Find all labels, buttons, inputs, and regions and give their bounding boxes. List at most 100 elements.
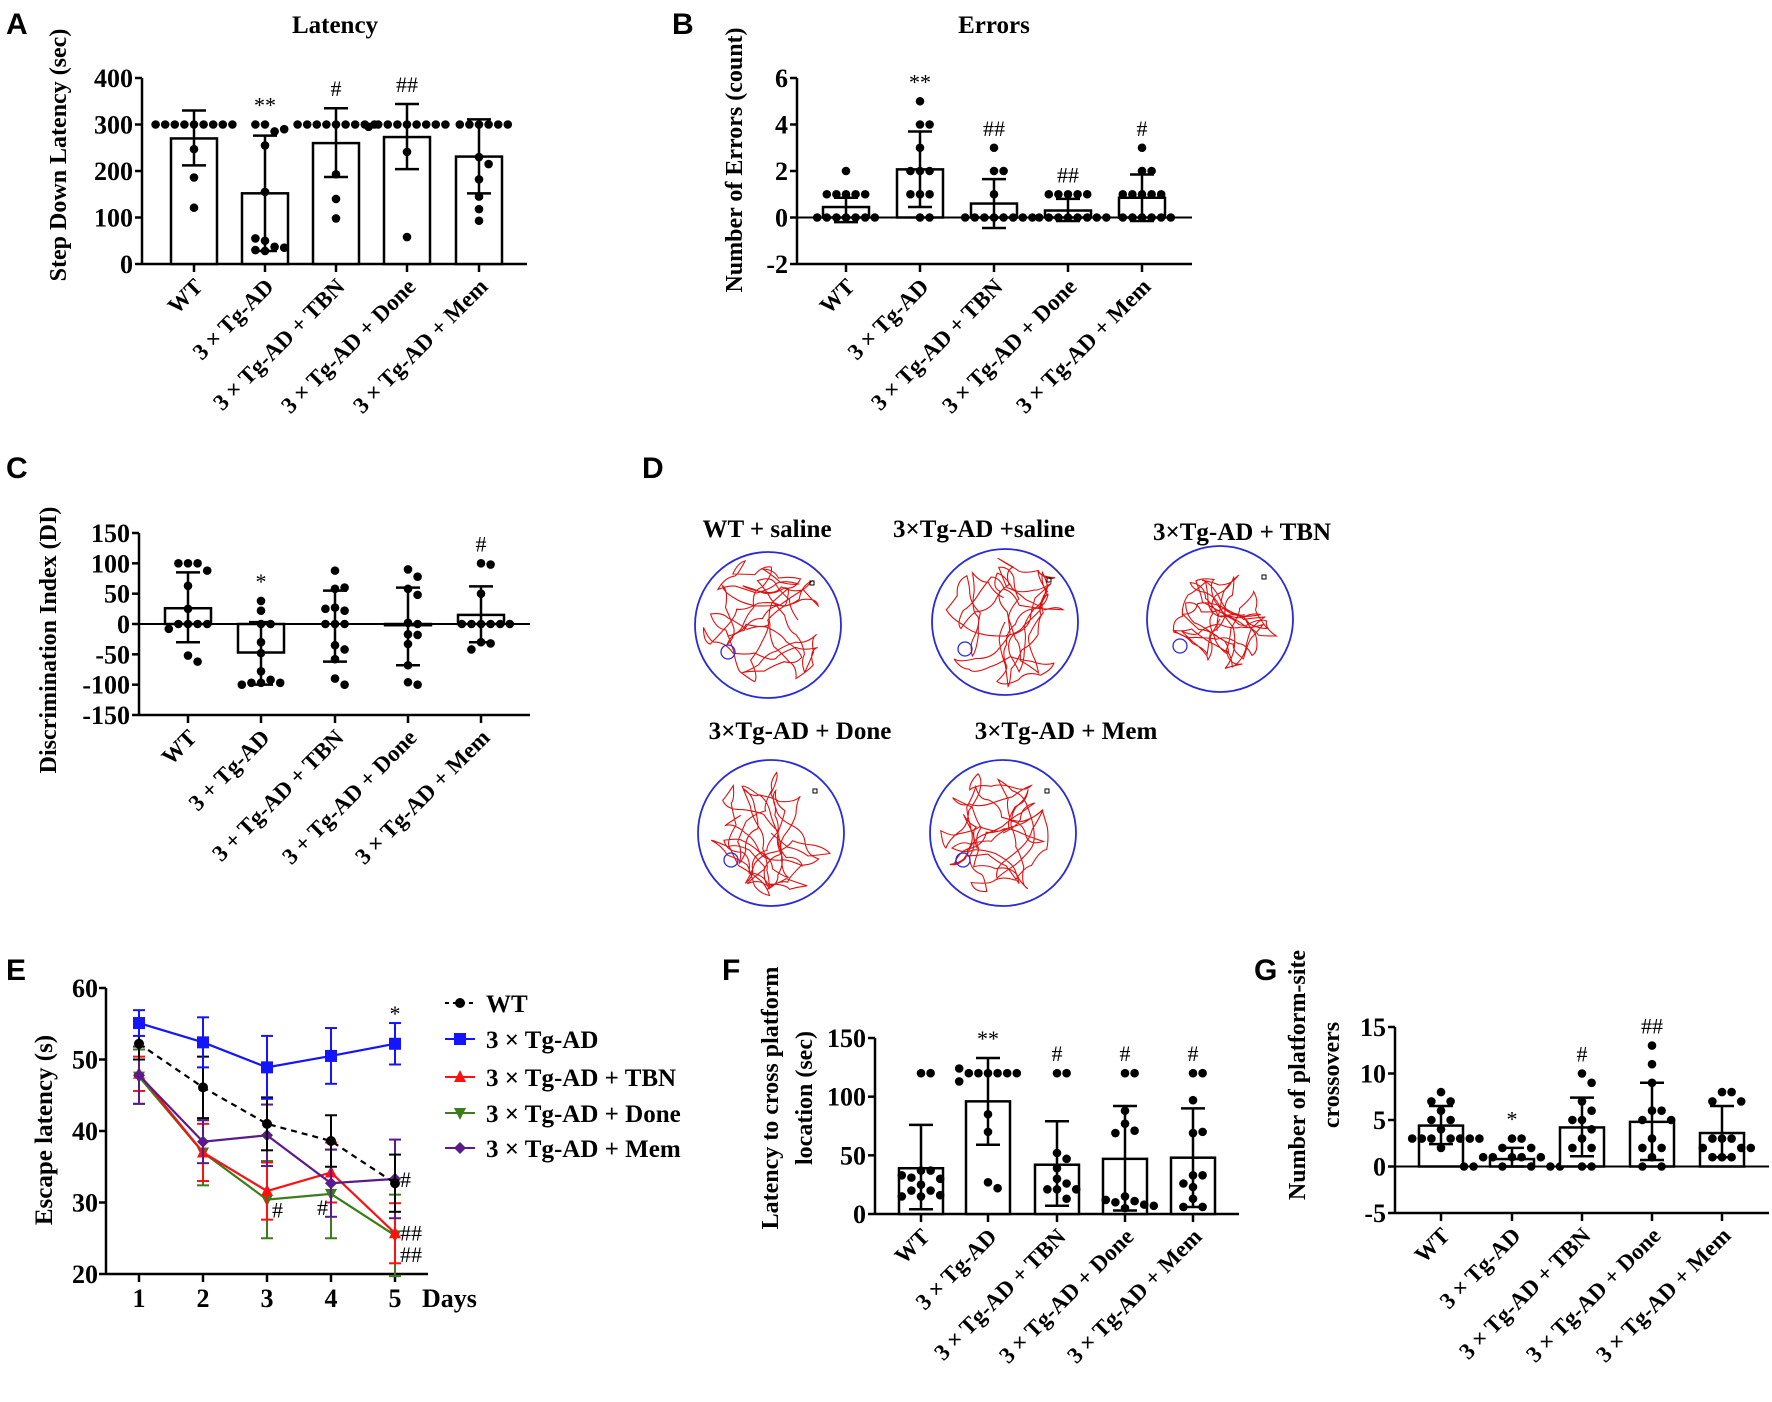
- data-point: [1147, 213, 1156, 222]
- data-point: [832, 189, 841, 199]
- panel-letter-d: D: [642, 452, 664, 485]
- data-point: [413, 572, 422, 581]
- data-point: [1034, 213, 1044, 222]
- data-point: [402, 232, 412, 242]
- significance-mark: ##: [400, 1221, 422, 1246]
- data-point: [1092, 213, 1102, 222]
- y-tick-label: 100: [827, 1083, 866, 1112]
- x-tick-label: WT: [890, 1224, 935, 1269]
- data-point: [935, 1190, 945, 1200]
- data-point: [999, 166, 1008, 176]
- data-point: [925, 120, 934, 129]
- data-point: [1526, 1162, 1536, 1171]
- data-point: [1101, 1195, 1111, 1205]
- swim-path: [710, 771, 831, 897]
- data-point: [183, 559, 193, 568]
- data-point: [1475, 1134, 1484, 1143]
- data-point: [218, 120, 228, 129]
- data-point: [822, 213, 832, 222]
- series-tgad: [133, 1009, 401, 1100]
- data-point: [251, 120, 260, 129]
- start-marker: [812, 788, 818, 794]
- data-point: [341, 120, 350, 129]
- data-point: [993, 1183, 1002, 1193]
- data-point: [1446, 1115, 1455, 1125]
- data-point: [279, 124, 289, 134]
- data-point: [331, 214, 341, 223]
- series-line: [138, 1042, 396, 1185]
- data-point: [330, 566, 340, 575]
- panel-letter-c: C: [6, 452, 28, 485]
- panel-letter-b: B: [672, 8, 694, 41]
- data-point: [1147, 166, 1156, 176]
- legend-marker: [455, 998, 465, 1008]
- data-point: [1587, 1078, 1596, 1088]
- data-point: [1128, 189, 1137, 199]
- series-marker: [389, 1037, 401, 1050]
- data-point: [974, 1068, 983, 1078]
- data-point: [993, 1068, 1002, 1078]
- data-point: [1417, 1134, 1427, 1143]
- y-tick-label: 400: [94, 64, 133, 93]
- y-tick-label: -100: [82, 671, 130, 700]
- data-point: [1179, 1179, 1188, 1188]
- data-point: [393, 120, 402, 129]
- data-point: [1188, 1095, 1198, 1105]
- series-marker: [390, 1178, 400, 1189]
- data-point: [851, 213, 860, 222]
- data-point: [1546, 1162, 1555, 1171]
- x-tick-label: 3 × Tg-AD + TBN: [866, 274, 1008, 416]
- data-point: [1043, 1185, 1052, 1194]
- data-point: [1736, 1097, 1746, 1106]
- legend-item-done: 3 × Tg-AD + Done: [445, 1101, 681, 1128]
- y-axis-label-line2: crossovers: [1319, 1022, 1345, 1128]
- data-point: [193, 559, 202, 568]
- y-tick-label: 50: [104, 580, 130, 609]
- start-marker: [1046, 577, 1052, 583]
- y-tick-label: 0: [853, 1200, 866, 1229]
- data-point: [1062, 1194, 1071, 1204]
- y-tick-label: 60: [72, 974, 98, 1003]
- data-point: [1118, 189, 1128, 199]
- data-point: [935, 1174, 945, 1184]
- x-tick-label: 5: [389, 1284, 402, 1313]
- series-marker: [197, 1036, 209, 1049]
- data-point: [812, 213, 822, 222]
- data-point: [1012, 1068, 1022, 1078]
- legend-marker: [454, 1033, 466, 1045]
- data-point: [164, 624, 174, 634]
- y-axis-label: Latency to cross platform: [758, 967, 784, 1230]
- data-point: [1166, 213, 1176, 222]
- data-point: [1517, 1152, 1526, 1162]
- data-point: [832, 213, 841, 222]
- data-point: [1054, 213, 1063, 222]
- y-axis-label: Discrimination Index (DI): [36, 507, 62, 774]
- x-tick-label: 1: [133, 1284, 146, 1313]
- data-point: [340, 606, 349, 615]
- maze-label-tgad-done: 3×Tg-AD + Done: [709, 718, 892, 745]
- data-point: [1054, 189, 1063, 199]
- data-point: [926, 1166, 935, 1175]
- data-point: [1647, 1041, 1657, 1050]
- significance-mark: *: [256, 569, 267, 594]
- data-point: [1455, 1134, 1465, 1143]
- x-tick-label: 3 × Tg-AD + Mem: [1011, 274, 1155, 418]
- y-tick-label: 150: [827, 1024, 866, 1053]
- significance-mark: #: [1052, 1041, 1063, 1066]
- x-tick-label: 3 × Tg-AD + Done: [1521, 1223, 1665, 1367]
- data-point: [1118, 213, 1128, 222]
- data-point: [989, 143, 999, 153]
- y-tick-label: 4: [775, 111, 788, 140]
- data-point: [312, 120, 322, 129]
- data-point: [251, 234, 260, 243]
- platform-marker: [723, 852, 739, 868]
- x-tick-label: 3 × Tg-AD + Mem: [348, 274, 492, 418]
- data-point: [1198, 1127, 1207, 1137]
- series-marker: [261, 1061, 273, 1074]
- data-point: [486, 619, 495, 629]
- data-point: [270, 242, 279, 252]
- data-point: [915, 213, 925, 222]
- data-point: [1657, 1162, 1666, 1171]
- data-point: [413, 619, 422, 629]
- y-tick-label: 0: [775, 204, 788, 233]
